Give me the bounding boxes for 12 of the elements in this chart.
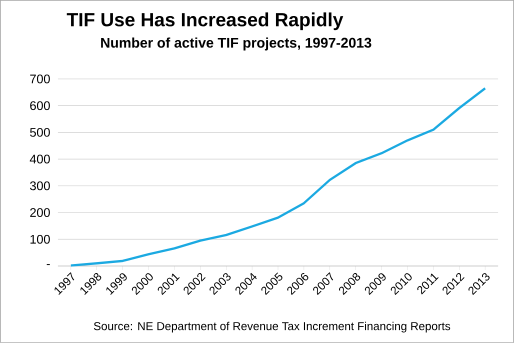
- y-tick-label: -: [46, 264, 50, 266]
- chart-title: TIF Use Has Increased Rapidly: [66, 12, 344, 30]
- y-tick-label: 100: [30, 234, 50, 244]
- y-tick-label: 200: [30, 208, 50, 218]
- chart-subtitle: Number of active TIF projects, 1997-2013: [101, 37, 372, 51]
- y-tick-label: 400: [30, 154, 50, 164]
- y-tick-label: 600: [30, 101, 50, 110]
- line-series: [70, 87, 486, 267]
- y-tick-label: 300: [30, 181, 50, 190]
- y-tick-label: 500: [30, 128, 50, 137]
- y-tick-label: 700: [30, 74, 50, 84]
- source-note: Source: NE Department of Revenue Tax Increment Financing Reports: [94, 322, 450, 333]
